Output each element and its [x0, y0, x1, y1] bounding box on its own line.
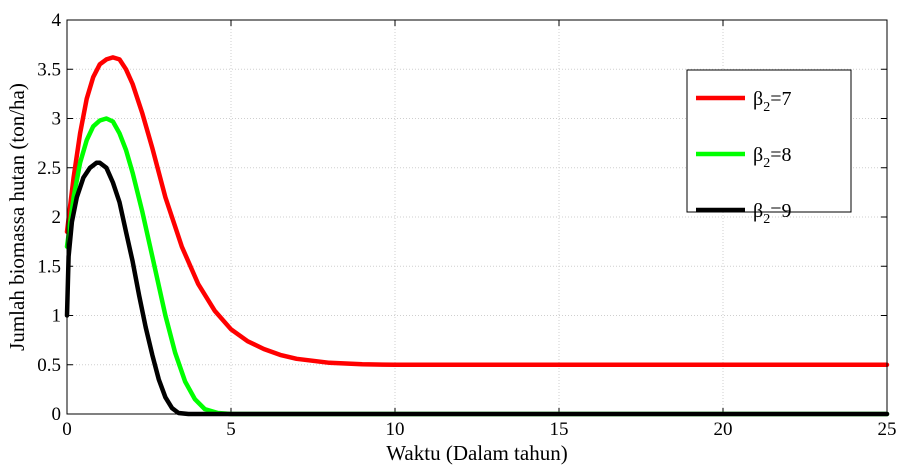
plot-area-border — [66, 19, 888, 415]
series-line-2 — [64, 116, 890, 417]
x-tick-label: 20 — [714, 419, 733, 440]
series-line-1 — [64, 55, 890, 368]
y-tick-label: 1.5 — [37, 256, 61, 277]
tick-labels: 0 5 10 15 20 25 0 0.5 1 1.5 2 2.5 3 3.5 4 — [37, 10, 896, 440]
legend-label-3: β2=9 — [753, 200, 791, 227]
x-tick-label: 10 — [386, 419, 405, 440]
series-line-3 — [64, 160, 890, 417]
y-tick-label: 0 — [52, 404, 62, 425]
y-tick-label: 4 — [52, 10, 62, 31]
y-tick-label: 2 — [52, 207, 62, 228]
y-tick-label: 0.5 — [37, 355, 61, 376]
x-axis-label: Waktu (Dalam tahun) — [386, 441, 567, 465]
series-lines — [64, 55, 890, 417]
y-tick-label: 2.5 — [37, 158, 61, 179]
x-tick-label: 15 — [550, 419, 569, 440]
y-tick-label: 3.5 — [37, 59, 61, 80]
x-tick-label: 25 — [878, 419, 897, 440]
y-axis-label: Jumlah biomassa hutan (ton/ha) — [5, 83, 29, 351]
legend-label-1: β2=7 — [753, 88, 791, 115]
legend-box — [686, 69, 852, 213]
legend-label-2: β2=8 — [753, 144, 791, 171]
x-tick-label: 0 — [62, 419, 72, 440]
y-tick-label: 1 — [52, 306, 62, 327]
y-tick-label: 3 — [52, 109, 62, 130]
x-tick-label: 5 — [226, 419, 236, 440]
legend: β2=7 β2=8 β2=9 — [686, 69, 852, 227]
